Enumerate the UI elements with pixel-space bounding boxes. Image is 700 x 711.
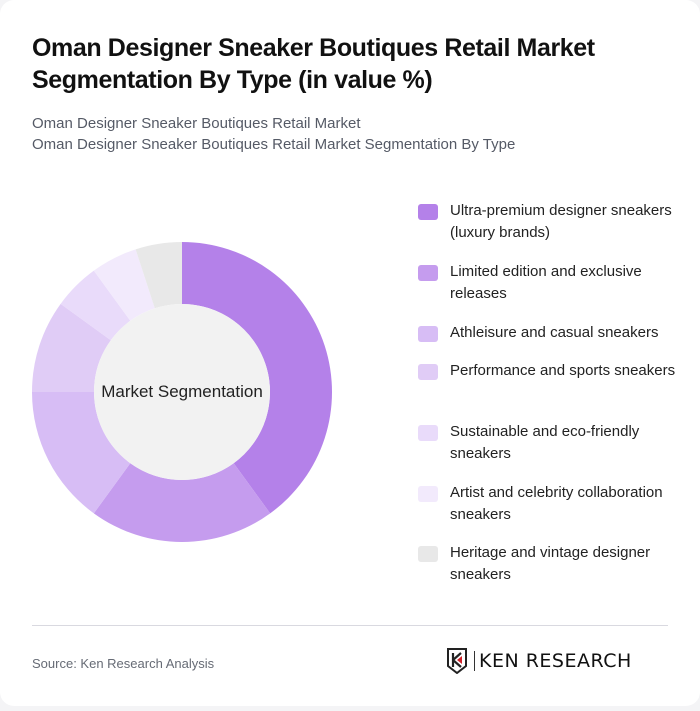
legend-swatch-icon	[418, 265, 438, 281]
legend-item: Performance and sports sneakers	[418, 360, 678, 382]
ken-research-logo: KEN RESEARCH	[446, 648, 632, 674]
donut-slice	[60, 270, 131, 341]
donut-slice	[93, 463, 271, 542]
legend-item: Heritage and vintage designer sneakers	[418, 542, 678, 586]
legend-item: Athleisure and casual sneakers	[418, 322, 678, 344]
logo-text: KEN RESEARCH	[479, 650, 632, 672]
chart-subtitle: Oman Designer Sneaker Boutiques Retail M…	[32, 113, 672, 155]
subtitle-line-1: Oman Designer Sneaker Boutiques Retail M…	[32, 115, 361, 132]
legend-item: Limited edition and exclusive releases	[418, 261, 678, 305]
donut-slice	[182, 242, 332, 514]
legend-label: Ultra-premium designer sneakers (luxury …	[450, 202, 672, 241]
subtitle-line-2: Oman Designer Sneaker Boutiques Retail M…	[32, 136, 516, 153]
legend-item: Sustainable and eco-friendly sneakers	[418, 421, 678, 465]
legend-swatch-icon	[418, 425, 438, 441]
logo-separator	[474, 651, 475, 671]
legend-label: Heritage and vintage designer sneakers	[450, 544, 651, 583]
footer-divider	[32, 625, 668, 626]
chart-title: Oman Designer Sneaker Boutiques Retail M…	[32, 34, 595, 94]
legend-swatch-icon	[418, 326, 438, 342]
legend-label: Sustainable and eco-friendly sneakers	[450, 423, 640, 462]
legend-label: Limited edition and exclusive releases	[450, 263, 642, 302]
legend-item: Artist and celebrity collaboration sneak…	[418, 482, 678, 526]
donut-hole	[94, 304, 270, 480]
legend-swatch-icon	[418, 364, 438, 380]
legend-swatch-icon	[418, 204, 438, 220]
legend-label: Performance and sports sneakers	[450, 362, 676, 379]
ken-research-logo-icon	[447, 648, 467, 674]
donut-slice	[32, 303, 111, 392]
legend-swatch-icon	[418, 546, 438, 562]
donut-slice	[93, 249, 155, 321]
donut-slice	[135, 242, 182, 309]
donut-slice	[32, 392, 131, 514]
source-note: Source: Ken Research Analysis	[32, 656, 215, 671]
donut-chart	[32, 242, 332, 542]
legend-swatch-icon	[418, 486, 438, 502]
legend-label: Artist and celebrity collaboration sneak…	[450, 484, 663, 523]
legend-label: Athleisure and casual sneakers	[450, 324, 659, 341]
legend-item: Ultra-premium designer sneakers (luxury …	[418, 200, 678, 244]
